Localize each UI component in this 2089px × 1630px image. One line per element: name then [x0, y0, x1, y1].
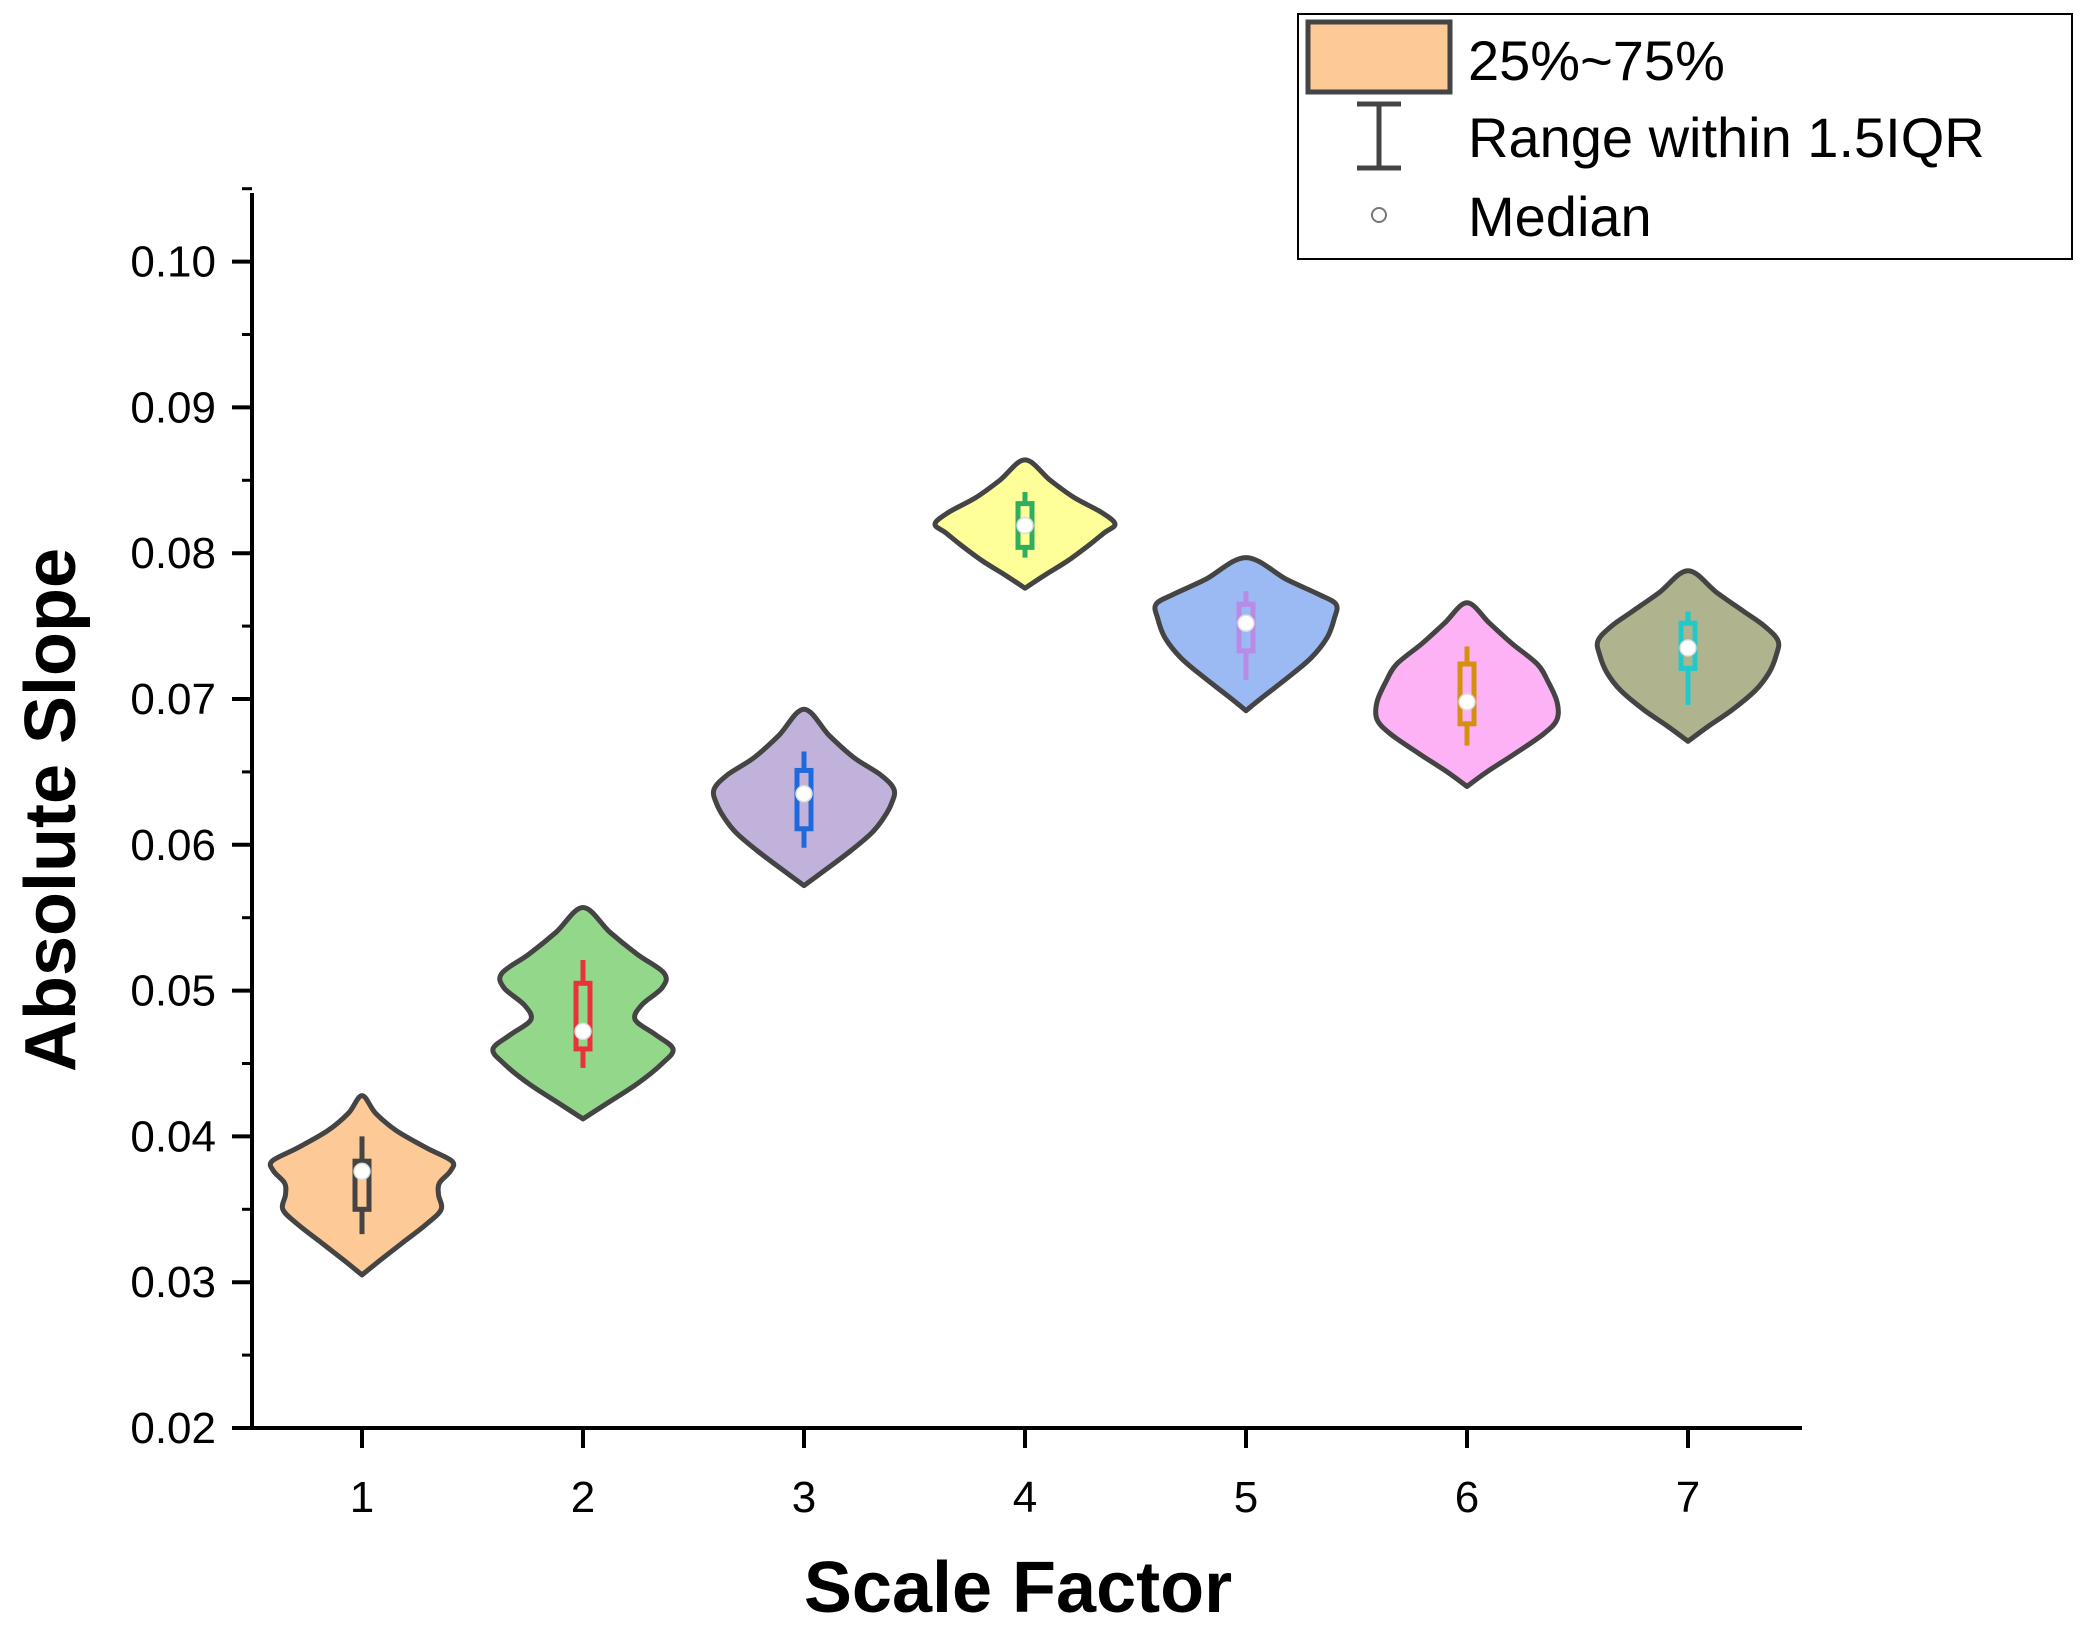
x-tick-label: 1	[350, 1473, 374, 1522]
x-tick-label: 7	[1676, 1473, 1700, 1522]
legend-swatch-iqr	[1305, 19, 1453, 95]
y-tick-label: 0.08	[130, 529, 216, 578]
y-tick-label: 0.03	[130, 1258, 216, 1307]
median-point	[1237, 614, 1255, 632]
violin-5	[1152, 555, 1340, 714]
legend-label-iqr: 25%~75%	[1468, 29, 1725, 92]
median-point	[1679, 639, 1697, 657]
y-axis-ticks: 0.02 0.03 0.04 0.05 0.06 0.07 0.08 0.09 0.10	[130, 187, 252, 1453]
median-point	[795, 785, 813, 803]
x-tick-label: 4	[1013, 1473, 1037, 1522]
x-tick-label: 6	[1455, 1473, 1479, 1522]
legend: 25%~75% Range within 1.5IQR Median	[1297, 13, 2073, 260]
y-tick-label: 0.05	[130, 967, 216, 1016]
y-axis-title: Absolute Slope	[11, 548, 91, 1072]
x-axis-ticks: 1 2 3 4 5 6 7	[350, 1428, 1700, 1522]
violin-1	[267, 1093, 457, 1278]
median-point	[574, 1022, 592, 1041]
y-tick-label: 0.04	[130, 1112, 216, 1161]
x-tick-label: 3	[792, 1473, 816, 1522]
median-point	[1458, 693, 1476, 711]
x-tick-label: 2	[571, 1473, 595, 1522]
y-tick-label: 0.02	[130, 1404, 216, 1453]
violins	[267, 457, 1782, 1278]
violin-4	[932, 457, 1118, 591]
violin-7	[1594, 568, 1782, 744]
x-tick-label: 5	[1234, 1473, 1258, 1522]
legend-label-range: Range within 1.5IQR	[1468, 106, 1985, 169]
y-tick-label: 0.09	[130, 383, 216, 432]
y-tick-label: 0.10	[130, 238, 216, 287]
median-point	[1016, 516, 1034, 535]
median-icon	[1371, 207, 1387, 223]
violin-2	[490, 905, 676, 1122]
x-axis-title: Scale Factor	[804, 1548, 1232, 1628]
violin-6	[1373, 600, 1561, 789]
median-point	[353, 1162, 371, 1181]
y-tick-label: 0.06	[130, 821, 216, 870]
y-tick-label: 0.07	[130, 675, 216, 724]
whisker-icon	[1357, 101, 1401, 171]
violin-3	[710, 706, 898, 889]
legend-label-median: Median	[1468, 185, 1652, 248]
